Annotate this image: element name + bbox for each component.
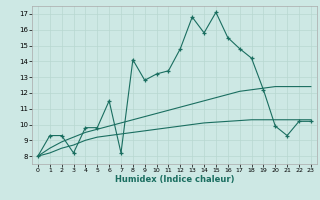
X-axis label: Humidex (Indice chaleur): Humidex (Indice chaleur)	[115, 175, 234, 184]
